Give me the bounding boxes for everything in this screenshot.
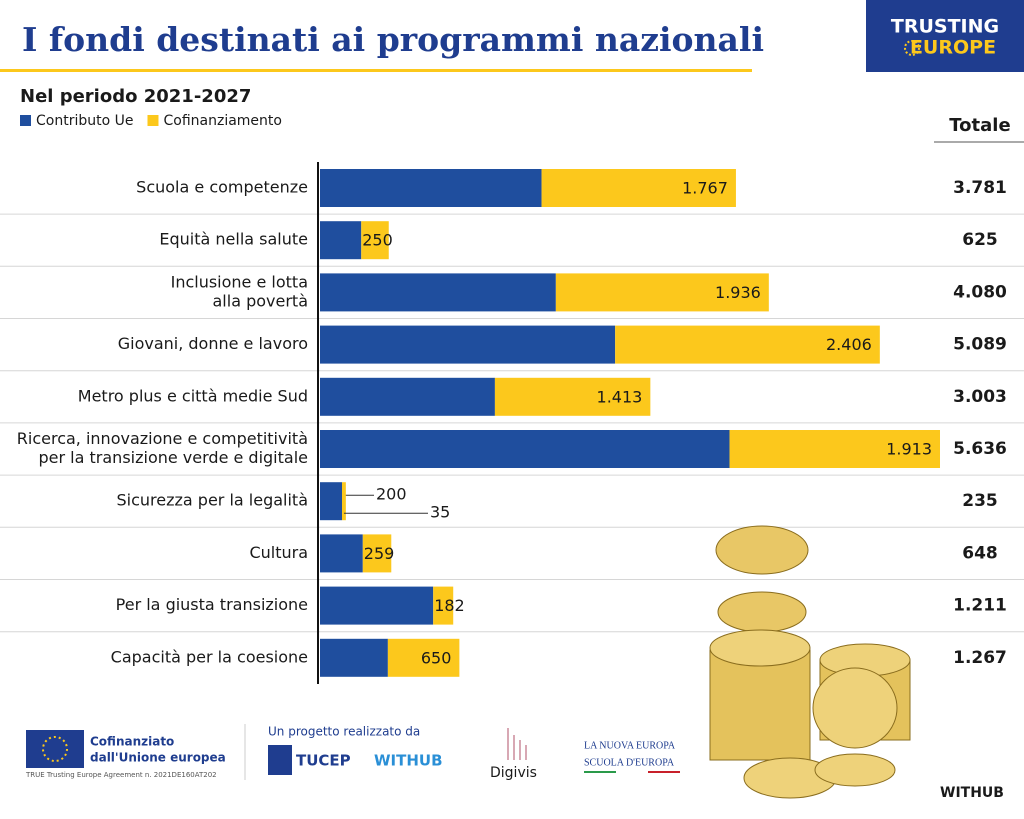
- title-rule: [0, 69, 752, 72]
- value-label: 1.413: [597, 387, 643, 406]
- subtitle: Nel periodo 2021-2027: [20, 86, 251, 107]
- coin: [709, 629, 811, 667]
- coins: [709, 525, 911, 799]
- category-label: Ricerca, innovazione e competitività: [17, 429, 308, 448]
- category-label: Scuola e competenze: [136, 178, 308, 197]
- bar-segment: [433, 586, 454, 625]
- tucep-logo: [268, 745, 292, 775]
- totals-title: Totale: [949, 115, 1010, 136]
- total-label: 625: [962, 230, 998, 250]
- category-label: Metro plus e città medie Sud: [78, 386, 308, 405]
- value-label: 1.913: [886, 440, 932, 459]
- eu-text: Cofinanziato: [90, 735, 174, 749]
- total-label: 3.003: [953, 387, 1007, 407]
- total-label: 648: [962, 543, 998, 563]
- partner: WITHUB: [374, 752, 443, 770]
- category-label: Per la giusta transizione: [116, 595, 308, 614]
- category-label: Capacità per la coesione: [111, 647, 308, 666]
- value-label: 259: [364, 544, 395, 563]
- bar-segment: [615, 325, 880, 364]
- bar-segment: [342, 482, 346, 521]
- coin: [715, 525, 809, 575]
- flag-stripe: [584, 771, 616, 773]
- category-label: Inclusione e lotta: [171, 272, 308, 291]
- category-label: Cultura: [249, 543, 308, 562]
- bar-segment: [729, 430, 940, 468]
- value-label: 182: [434, 596, 465, 615]
- bar-segment: [362, 534, 392, 573]
- legend-label: Cofinanziamento: [163, 113, 281, 129]
- value-label: 2.406: [826, 335, 872, 354]
- flag-stripe: [648, 771, 680, 773]
- bar-segment: [320, 325, 616, 364]
- bar-segment: [320, 638, 388, 677]
- project-text: Un progetto realizzato da: [268, 725, 420, 739]
- value-label: 35: [430, 503, 450, 522]
- category-label: alla povertà: [213, 291, 309, 310]
- legend-label: Contributo Ue: [36, 113, 133, 129]
- bar-segment: [361, 221, 389, 260]
- eu-stars: [42, 736, 68, 762]
- coin: [814, 753, 896, 787]
- bar-segment: [320, 169, 542, 207]
- bar-segment: [494, 377, 651, 416]
- total-label: 5.089: [953, 335, 1007, 355]
- bar-segment: [320, 221, 362, 260]
- bar-segment: [320, 482, 343, 521]
- total-label: 1.211: [953, 596, 1007, 616]
- bar-segment: [320, 273, 556, 312]
- partner: Digivis: [490, 765, 537, 781]
- eu-flag: [26, 730, 84, 768]
- digivis-logo: [507, 728, 527, 760]
- total-label: 1.267: [953, 648, 1007, 668]
- bar-segment: [555, 273, 769, 312]
- total-label: 4.080: [953, 282, 1007, 302]
- bar-segment: [320, 534, 363, 573]
- partner: LA NUOVA EUROPA: [584, 740, 676, 751]
- bar-segment: [541, 169, 736, 207]
- partner: SCUOLA D'EUROPA: [584, 757, 675, 768]
- brand-line: EUROPE: [910, 37, 996, 59]
- brand-box: [866, 0, 1024, 72]
- value-label: 200: [376, 485, 407, 504]
- chart-title: I fondi destinati ai programmi nazionali: [22, 20, 764, 59]
- total-label: 5.636: [953, 439, 1007, 459]
- footer: Cofinanziato dall'Unione europea TRUE Tr…: [25, 724, 1004, 801]
- credit: WITHUB: [940, 785, 1004, 801]
- value-label: 250: [362, 231, 393, 250]
- bar-segment: [320, 377, 495, 416]
- partner: TUCEP: [296, 752, 351, 770]
- value-label: 1.936: [715, 283, 761, 302]
- brand-stars: [904, 40, 920, 56]
- total-label: 235: [962, 491, 998, 511]
- coin: [717, 591, 807, 633]
- legend-swatch: [20, 115, 31, 126]
- agreement: TRUE Trusting Europe Agreement n. 2021DE…: [25, 771, 217, 779]
- bar-segment: [320, 586, 434, 625]
- total-label: 3.781: [953, 178, 1007, 198]
- value-label: 650: [421, 648, 452, 667]
- bar-segment: [320, 430, 730, 468]
- coin: [812, 667, 898, 749]
- category-label: Sicurezza per la legalità: [116, 491, 308, 510]
- eu-text: dall'Unione europea: [90, 751, 226, 765]
- value-label: 1.767: [682, 179, 728, 198]
- category-label: per la transizione verde e digitale: [39, 448, 308, 467]
- brand-line: TRUSTING: [891, 16, 999, 38]
- category-label: Giovani, donne e lavoro: [118, 334, 308, 353]
- category-label: Equità nella salute: [159, 230, 308, 249]
- bar-segment: [387, 638, 460, 677]
- coin-stack: [709, 649, 811, 761]
- legend-swatch: [147, 115, 159, 126]
